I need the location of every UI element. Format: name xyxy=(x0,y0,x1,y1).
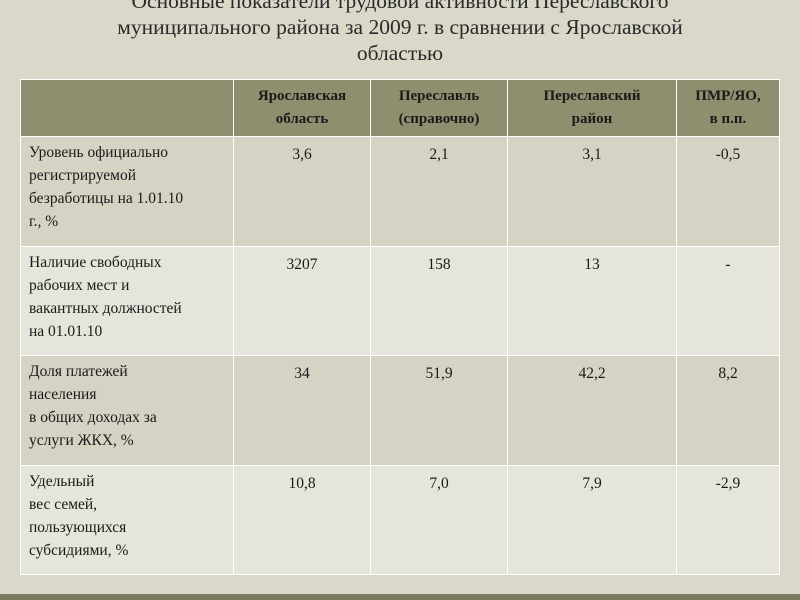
row-label: Доля платежей населения в общих доходах … xyxy=(20,355,234,466)
row-label: Наличие свободных рабочих мест и вакантн… xyxy=(20,246,234,356)
slide-title-line: Основные показатели трудовой активности … xyxy=(131,0,669,13)
table-cell: 51,9 xyxy=(370,355,508,466)
table-cell: 34 xyxy=(233,355,371,466)
table-row: Удельный вес семей, пользующихся субсиди… xyxy=(20,465,780,575)
table-cell: -0,5 xyxy=(676,136,780,247)
table-cell: 42,2 xyxy=(507,355,677,466)
slide-title-line: муниципального района за 2009 г. в сравн… xyxy=(117,15,683,39)
header-difference: ПМР/ЯО, в п.п. xyxy=(676,79,780,137)
table-row: Уровень официально регистрируемой безраб… xyxy=(20,136,780,247)
table-cell: 158 xyxy=(370,246,508,356)
header-corner-cell xyxy=(20,79,234,137)
table-header-row: Ярославская область Переславль (справочн… xyxy=(20,79,780,137)
table-cell: 7,0 xyxy=(370,465,508,575)
table-cell: 2,1 xyxy=(370,136,508,247)
table-cell: 8,2 xyxy=(676,355,780,466)
table-cell: 7,9 xyxy=(507,465,677,575)
indicators-table: Ярославская область Переславль (справочн… xyxy=(20,79,780,575)
table-cell: - xyxy=(676,246,780,356)
row-label: Удельный вес семей, пользующихся субсиди… xyxy=(20,465,234,575)
table-cell: 3207 xyxy=(233,246,371,356)
table-cell: 10,8 xyxy=(233,465,371,575)
table-cell: 3,1 xyxy=(507,136,677,247)
table-row: Доля платежей населения в общих доходах … xyxy=(20,355,780,466)
header-pereslavl-district: Переславский район xyxy=(507,79,677,137)
header-pereslavl-city: Переславль (справочно) xyxy=(370,79,508,137)
slide-title: Основные показатели трудовой активности … xyxy=(40,0,760,66)
slide-title-line: областью xyxy=(356,41,444,65)
bottom-accent-bar xyxy=(0,594,800,600)
header-yaroslavl-region: Ярославская область xyxy=(233,79,371,137)
table-row: Наличие свободных рабочих мест и вакантн… xyxy=(20,246,780,356)
row-label: Уровень официально регистрируемой безраб… xyxy=(20,136,234,247)
table-cell: -2,9 xyxy=(676,465,780,575)
table-cell: 3,6 xyxy=(233,136,371,247)
table-cell: 13 xyxy=(507,246,677,356)
